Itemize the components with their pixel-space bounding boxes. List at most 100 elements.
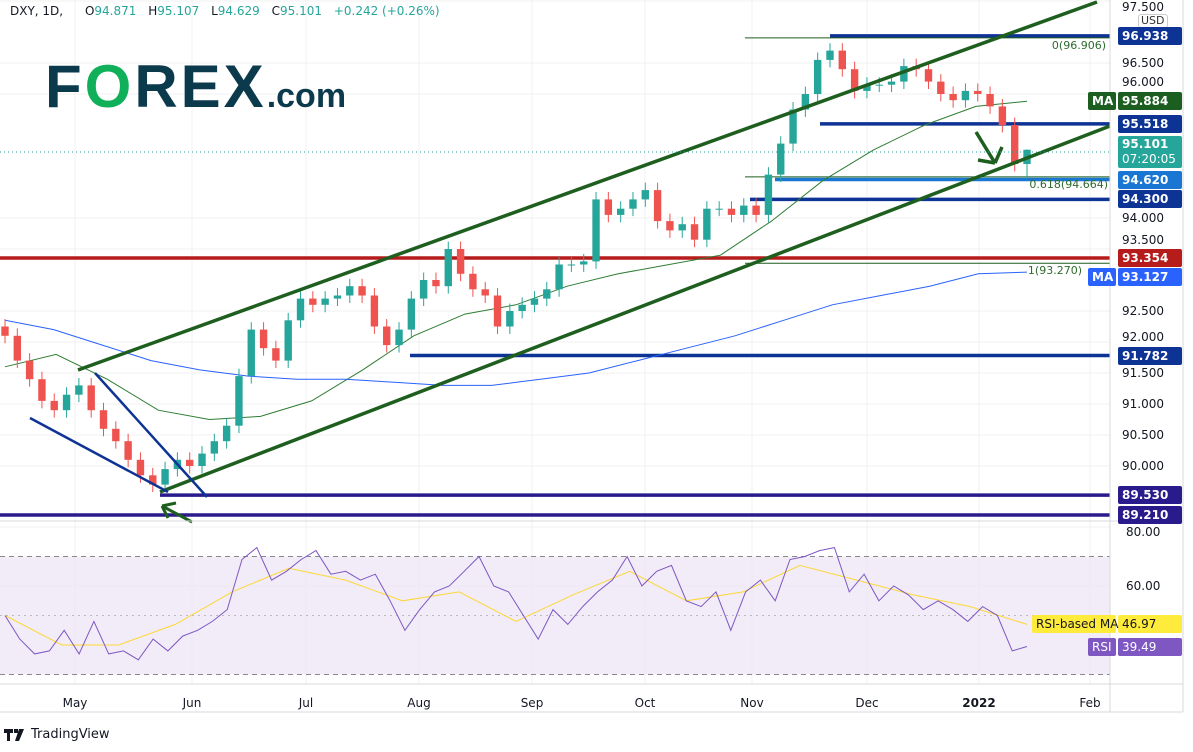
ma50-line bbox=[4, 100, 1028, 421]
candle-body bbox=[543, 289, 551, 299]
candle-body bbox=[949, 94, 957, 101]
symbol-header: DXY, 1D, O94.871 H95.107 L94.629 C95.101… bbox=[10, 4, 440, 18]
candle bbox=[567, 257, 576, 272]
candle bbox=[580, 253, 588, 272]
currency-badge[interactable]: USD bbox=[1138, 14, 1168, 28]
candle bbox=[247, 322, 255, 384]
candle-body bbox=[1010, 125, 1019, 164]
rsi-y-tick-label: 60.00 bbox=[1126, 579, 1161, 593]
tradingview-logo: TradingView bbox=[4, 727, 110, 742]
candle bbox=[346, 278, 354, 303]
candle-body bbox=[629, 199, 637, 209]
channel-lower-line[interactable] bbox=[159, 124, 1111, 494]
bar-countdown: 07:20:05 bbox=[1122, 152, 1176, 166]
x-tick-label: May bbox=[62, 696, 88, 710]
candle bbox=[727, 201, 736, 223]
candle bbox=[25, 353, 34, 387]
candle bbox=[186, 452, 194, 474]
candle bbox=[321, 291, 329, 313]
candle-body bbox=[678, 224, 686, 231]
candle bbox=[112, 421, 120, 449]
rsi-ma-label: RSI-based MA bbox=[1032, 615, 1118, 634]
candle bbox=[863, 77, 871, 99]
candle-body bbox=[826, 50, 834, 60]
candle bbox=[604, 191, 613, 223]
low-value: 94.629 bbox=[217, 4, 260, 18]
candle bbox=[752, 198, 760, 223]
candle bbox=[924, 61, 933, 90]
y-tick-label: 93.500 bbox=[1122, 233, 1164, 247]
candle bbox=[986, 86, 994, 114]
rsi-lines bbox=[4, 546, 1028, 661]
rsi-band-lines bbox=[0, 556, 1110, 675]
candle bbox=[666, 213, 674, 238]
candle bbox=[370, 288, 379, 334]
candle bbox=[469, 266, 477, 297]
candle-body bbox=[50, 400, 58, 411]
ma50-label: MA bbox=[1088, 92, 1116, 111]
candle-body bbox=[112, 428, 120, 442]
candle bbox=[826, 43, 834, 68]
level-price-tag: 89.530 bbox=[1118, 486, 1182, 505]
candle bbox=[395, 322, 403, 353]
candle-body bbox=[161, 469, 169, 485]
change-value: +0.242 (+0.26%) bbox=[333, 4, 440, 18]
candle bbox=[900, 58, 908, 90]
candle-body bbox=[210, 441, 219, 454]
candle bbox=[456, 241, 465, 282]
channel-upper-line[interactable] bbox=[77, 0, 1098, 372]
candle bbox=[777, 136, 785, 183]
ma200-line bbox=[4, 271, 1028, 386]
candle bbox=[432, 272, 440, 294]
wedge-upper-line[interactable] bbox=[94, 372, 208, 498]
rsi-y-tick-label: 80.00 bbox=[1126, 525, 1161, 539]
candle-body bbox=[222, 425, 231, 442]
candle bbox=[149, 467, 157, 493]
forex-logo: FOREX.com bbox=[45, 53, 347, 120]
candle bbox=[555, 257, 563, 297]
x-tick-label: Feb bbox=[1079, 696, 1101, 710]
candle bbox=[161, 461, 169, 493]
candle bbox=[1, 319, 9, 344]
candle-body bbox=[641, 190, 649, 200]
wedge-lower-line[interactable] bbox=[29, 416, 169, 494]
candle-body bbox=[986, 94, 994, 107]
rsi-value-tag: 39.49 bbox=[1118, 637, 1182, 656]
high-value: 95.107 bbox=[157, 4, 200, 18]
x-tick-label: Jul bbox=[298, 696, 314, 710]
y-tick-label: 96.000 bbox=[1122, 75, 1164, 89]
tradingview-icon bbox=[4, 728, 24, 741]
x-tick-label: Jun bbox=[182, 696, 202, 710]
candle-body bbox=[580, 261, 588, 265]
candle-body bbox=[838, 50, 846, 70]
level-price-tag: 95.518 bbox=[1118, 114, 1182, 133]
x-tick-label: Oct bbox=[634, 696, 656, 710]
candle bbox=[641, 182, 649, 207]
x-tick-label: Nov bbox=[740, 696, 764, 710]
candle-body bbox=[358, 286, 366, 296]
candle bbox=[592, 191, 600, 269]
candle-body bbox=[247, 329, 255, 377]
candle bbox=[50, 393, 58, 418]
candle-body bbox=[887, 81, 896, 85]
candle bbox=[616, 201, 625, 223]
candle bbox=[1023, 149, 1031, 180]
candle bbox=[974, 83, 982, 102]
candle-body bbox=[875, 84, 883, 86]
y-tick-label: 90.500 bbox=[1122, 428, 1164, 442]
open-value: 94.871 bbox=[94, 4, 137, 18]
candle bbox=[937, 74, 945, 102]
candle bbox=[703, 201, 711, 248]
candle bbox=[961, 83, 970, 108]
candle bbox=[690, 216, 699, 248]
y-tick-label: 97.500 bbox=[1122, 0, 1164, 14]
candle-body bbox=[444, 249, 452, 287]
candle-body bbox=[370, 295, 379, 327]
y-tick-label: 94.000 bbox=[1122, 211, 1164, 225]
candle-body bbox=[259, 329, 268, 349]
candle bbox=[678, 216, 686, 238]
candle-body bbox=[469, 273, 477, 290]
candle bbox=[309, 291, 317, 313]
candle-body bbox=[961, 90, 970, 101]
